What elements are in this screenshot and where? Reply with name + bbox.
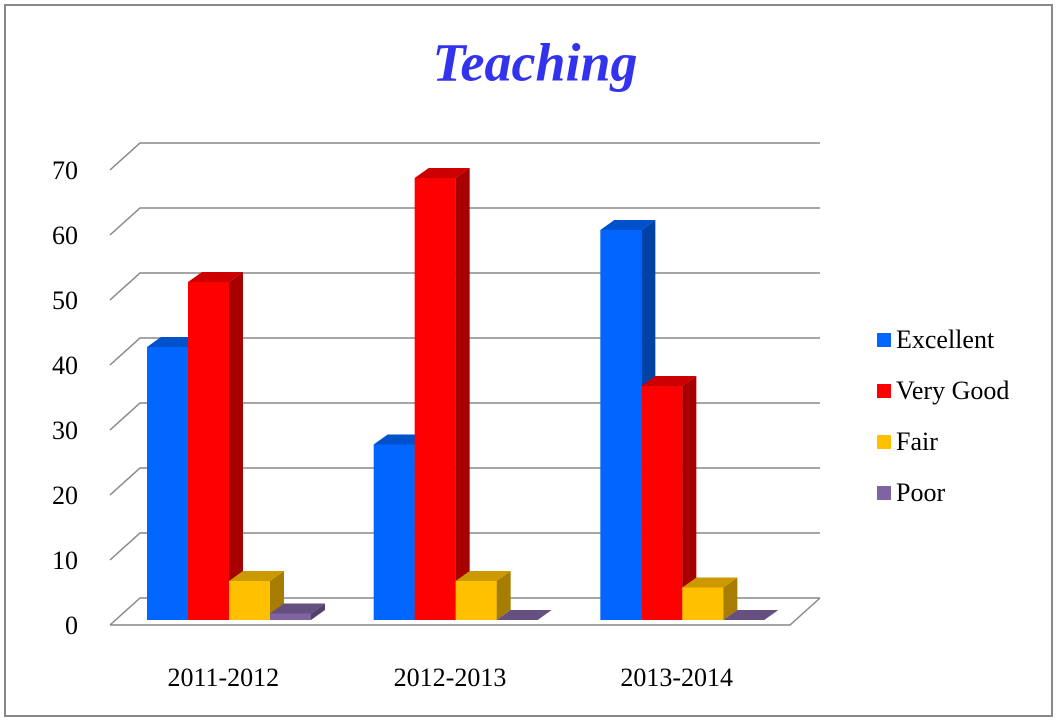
legend-label: Fair bbox=[896, 427, 938, 456]
bar-front bbox=[600, 230, 642, 620]
grid-line bbox=[109, 467, 820, 496]
bar-front bbox=[188, 282, 229, 620]
bar-side bbox=[229, 272, 243, 620]
bar-top bbox=[723, 610, 779, 620]
y-tick-label: 50 bbox=[52, 286, 78, 315]
x-tick-label: 2012-2013 bbox=[394, 663, 507, 692]
bar-front bbox=[455, 581, 497, 620]
y-tick-label: 70 bbox=[52, 156, 78, 185]
y-tick-label: 10 bbox=[52, 546, 78, 575]
legend-swatch bbox=[877, 486, 891, 500]
bar-top bbox=[600, 220, 656, 230]
bar-top bbox=[188, 272, 243, 282]
x-tick-label: 2011-2012 bbox=[167, 663, 279, 692]
bar bbox=[270, 603, 325, 620]
grid-line bbox=[109, 402, 820, 431]
bar-top bbox=[455, 571, 511, 581]
y-tick-label: 60 bbox=[52, 221, 78, 250]
bar bbox=[414, 168, 470, 620]
grid-line bbox=[109, 142, 820, 171]
bar-top bbox=[641, 376, 697, 386]
bar-top bbox=[270, 603, 325, 614]
y-tick-label: 30 bbox=[52, 416, 78, 445]
bar-front bbox=[414, 178, 456, 620]
y-tick-label: 40 bbox=[52, 351, 78, 380]
bar bbox=[229, 571, 284, 620]
bar-front bbox=[373, 444, 415, 620]
bar-side bbox=[311, 603, 325, 620]
bar-front bbox=[147, 347, 188, 620]
legend-label: Very Good bbox=[896, 376, 1009, 405]
grid-line bbox=[109, 532, 820, 561]
grid-line bbox=[109, 337, 820, 366]
bar-side bbox=[455, 168, 470, 620]
bar-top bbox=[414, 168, 470, 178]
bar-top bbox=[229, 571, 284, 581]
bar bbox=[682, 577, 738, 620]
floor bbox=[110, 597, 821, 626]
grid-line bbox=[109, 272, 820, 301]
legend-swatch bbox=[877, 384, 891, 398]
bar bbox=[723, 610, 779, 620]
bar bbox=[641, 376, 697, 620]
bar bbox=[455, 571, 511, 620]
chart-title: Teaching bbox=[432, 32, 637, 92]
bar-front bbox=[229, 581, 270, 620]
bar-side bbox=[723, 577, 738, 620]
bar-front bbox=[682, 587, 724, 620]
bar-front bbox=[270, 613, 311, 620]
legend-label: Poor bbox=[896, 478, 945, 507]
grid-line bbox=[109, 597, 820, 626]
bar-side bbox=[496, 571, 511, 620]
bar bbox=[496, 610, 552, 620]
bar bbox=[188, 272, 243, 620]
legend-swatch bbox=[877, 333, 891, 347]
y-tick-label: 20 bbox=[52, 481, 78, 510]
grid-line bbox=[109, 207, 820, 236]
bar-front bbox=[641, 386, 683, 620]
bar-top bbox=[496, 610, 552, 620]
y-tick-label: 0 bbox=[65, 611, 78, 640]
bar-top bbox=[682, 577, 738, 588]
legend-swatch bbox=[877, 435, 891, 449]
x-tick-label: 2013-2014 bbox=[620, 663, 733, 692]
legend-label: Excellent bbox=[896, 325, 995, 354]
bar-side bbox=[682, 376, 697, 620]
